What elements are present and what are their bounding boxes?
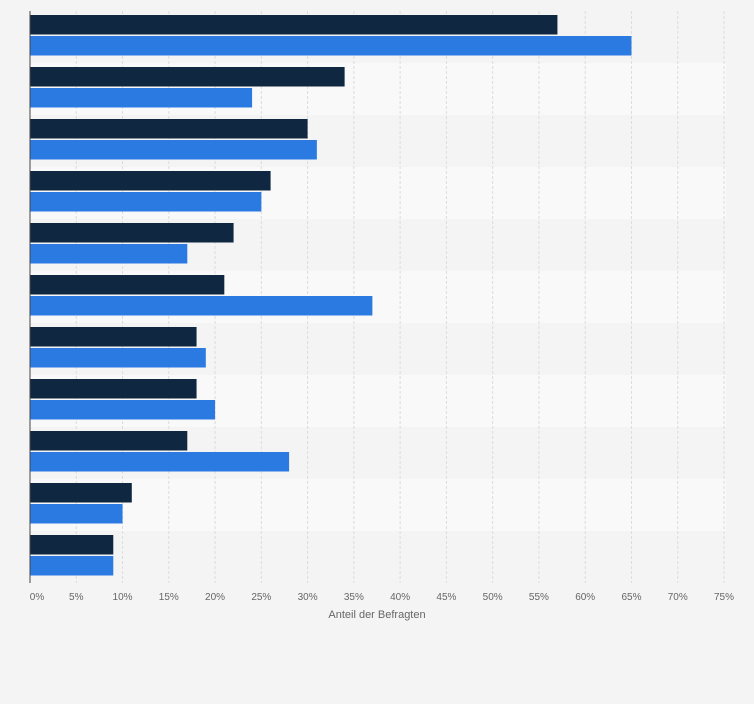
bar-dark[interactable]	[30, 535, 114, 555]
bar-blue[interactable]	[30, 504, 123, 524]
x-tick-label: 45%	[436, 592, 456, 603]
x-tick-label: 0%	[30, 592, 45, 603]
x-tick-label: 25%	[251, 592, 271, 603]
x-tick-label: 55%	[529, 592, 549, 603]
bar-blue[interactable]	[30, 452, 290, 472]
bar-blue[interactable]	[30, 192, 262, 212]
bar-dark[interactable]	[30, 67, 345, 87]
x-tick-label: 5%	[69, 592, 84, 603]
bar-blue[interactable]	[30, 400, 216, 420]
x-axis-label: Anteil der Befragten	[328, 609, 425, 621]
bar-dark[interactable]	[30, 327, 197, 347]
bar-blue[interactable]	[30, 140, 317, 160]
x-tick-label: 75%	[714, 592, 734, 603]
bar-blue[interactable]	[30, 244, 188, 264]
x-tick-label: 10%	[113, 592, 133, 603]
bar-dark[interactable]	[30, 483, 132, 503]
bar-blue[interactable]	[30, 36, 632, 56]
x-tick-label: 35%	[344, 592, 364, 603]
x-tick-label: 70%	[668, 592, 688, 603]
x-tick-label: 50%	[483, 592, 503, 603]
bar-dark[interactable]	[30, 171, 271, 191]
bar-dark[interactable]	[30, 119, 308, 139]
bar-dark[interactable]	[30, 223, 234, 243]
x-tick-label: 40%	[390, 592, 410, 603]
bar-dark[interactable]	[30, 275, 225, 295]
bar-dark[interactable]	[30, 15, 558, 35]
x-tick-label: 60%	[575, 592, 595, 603]
x-tick-labels: 0% 5% 10% 15% 20% 25% 30% 35% 40% 45% 50% 55% 60% 65%…	[30, 592, 734, 603]
bar-dark[interactable]	[30, 379, 197, 399]
x-tick-label: 30%	[298, 592, 318, 603]
x-tick-label: 20%	[205, 592, 225, 603]
x-tick-label: 65%	[621, 592, 641, 603]
bar-blue[interactable]	[30, 296, 373, 316]
row-band	[30, 531, 726, 583]
x-tick-label: 15%	[159, 592, 179, 603]
row-band	[30, 479, 726, 531]
bar-blue[interactable]	[30, 556, 114, 576]
bar-dark[interactable]	[30, 431, 188, 451]
bar-blue[interactable]	[30, 88, 253, 108]
bars	[30, 15, 632, 576]
bar-blue[interactable]	[30, 348, 206, 368]
